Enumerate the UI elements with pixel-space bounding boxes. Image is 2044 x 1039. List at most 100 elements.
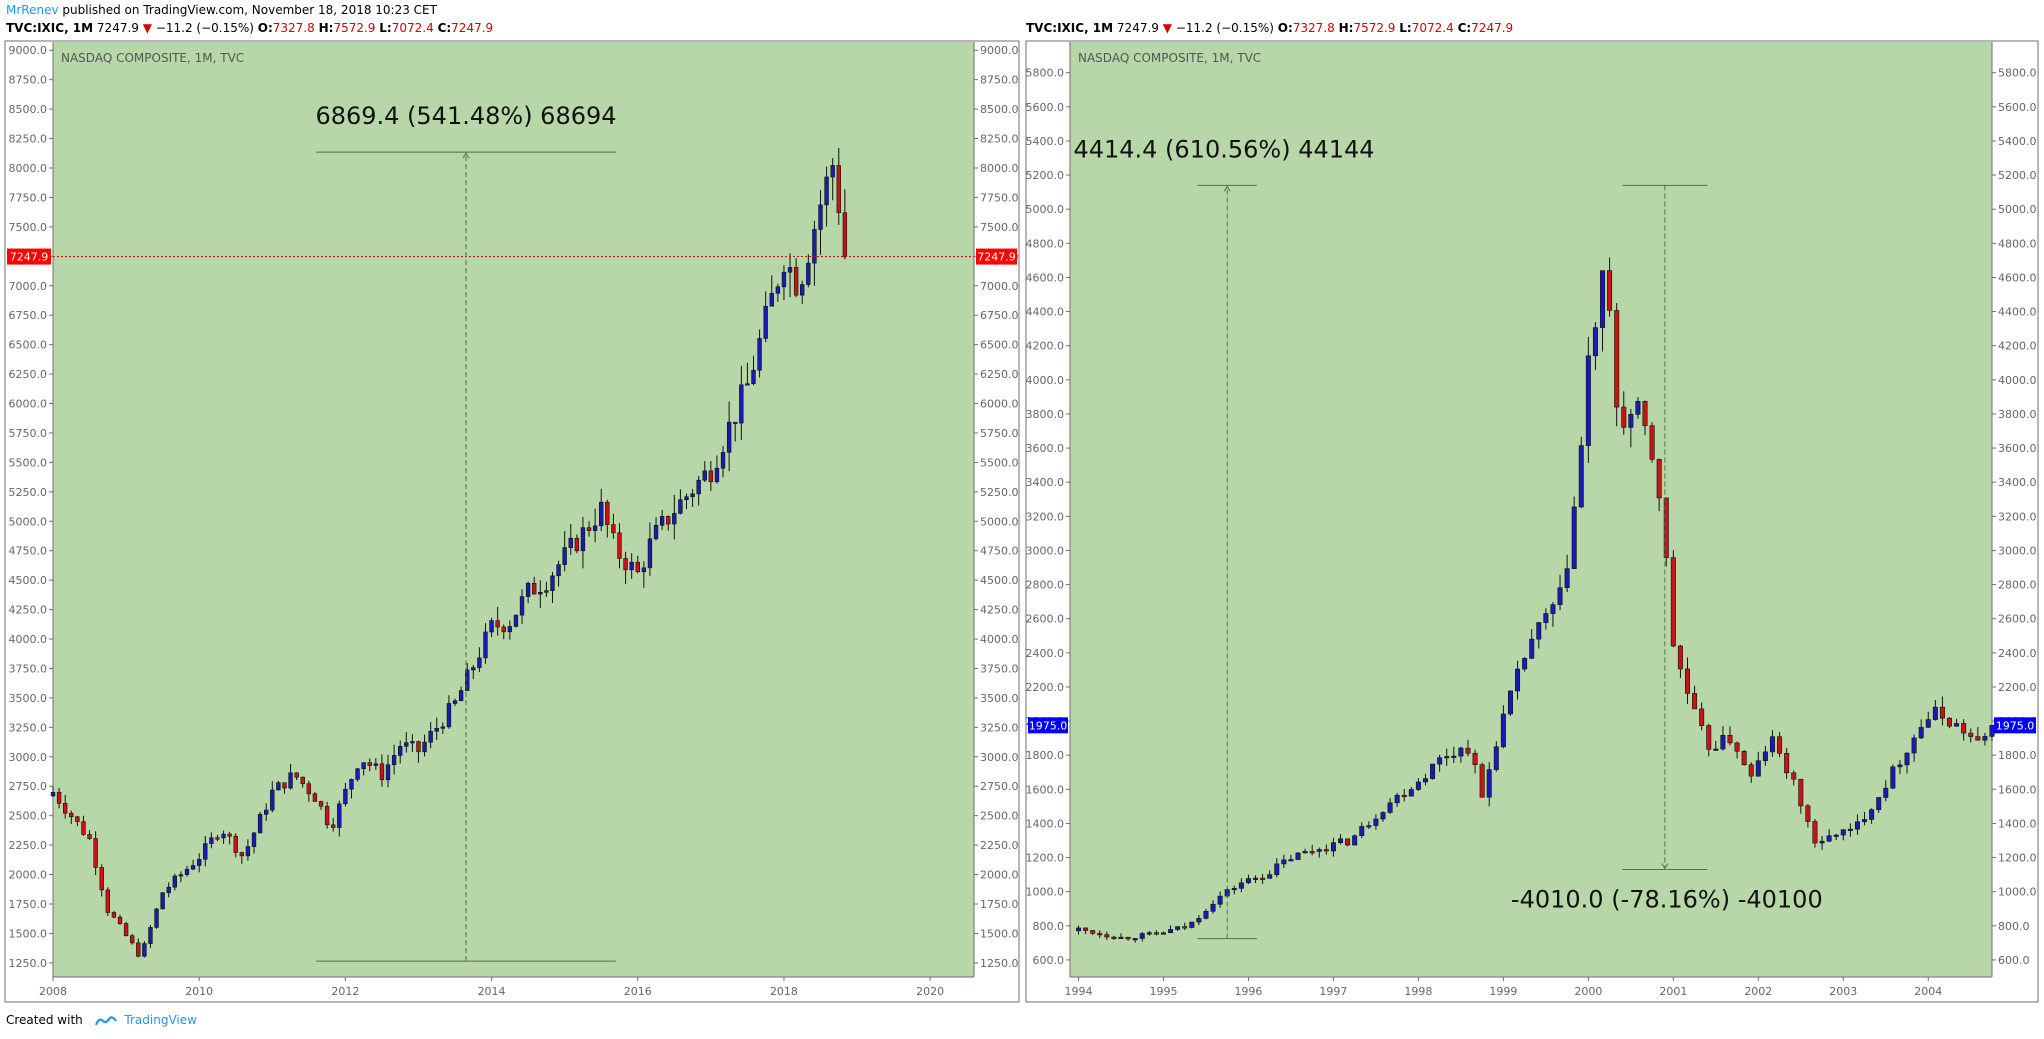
candle-up: [775, 286, 781, 294]
candle-up: [690, 493, 695, 498]
y-tick-label-right: 6750.0: [980, 309, 1019, 322]
candle-down: [1968, 732, 1974, 737]
candle-up: [1755, 760, 1761, 777]
candle-down: [574, 537, 580, 552]
y-tick-label-right: 7000.0: [980, 280, 1019, 293]
candle-up: [1507, 690, 1513, 715]
candle-down: [75, 816, 80, 822]
candle-up: [458, 690, 464, 702]
y-tick-label-right: 7500.0: [980, 221, 1019, 234]
candle-down: [793, 267, 799, 296]
last-price-label-right: 7247.9: [977, 251, 1016, 264]
y-tick-label-right: 1600.0: [1998, 783, 2037, 796]
y-tick-label-left: 2200.0: [1026, 681, 1065, 694]
candle-down: [1663, 497, 1669, 558]
candle-up: [355, 768, 360, 780]
candle-up: [477, 657, 482, 668]
candle-down: [136, 942, 141, 957]
candle-up: [556, 564, 561, 577]
candle-up: [452, 700, 458, 704]
y-tick-label-left: 4500.0: [9, 574, 48, 587]
candle-down: [1685, 668, 1690, 694]
legend-right: TVC:IXIC, 1M 7247.9 ▼ −11.2 (−0.15%) O:7…: [1026, 21, 1513, 35]
candle-up: [471, 667, 476, 671]
candle-up: [361, 762, 366, 770]
y-tick-label-left: 4400.0: [1026, 306, 1065, 319]
x-tick-label: 2010: [185, 985, 213, 998]
candle-down: [1401, 794, 1407, 798]
y-tick-label-right: 1750.0: [980, 898, 1019, 911]
candle-down: [416, 741, 421, 753]
candle-down: [617, 532, 622, 559]
low-label: L:: [1399, 21, 1412, 35]
candle-up: [190, 865, 196, 870]
candle-up: [812, 229, 817, 264]
candle-up: [1557, 587, 1563, 605]
candle-up: [166, 886, 171, 893]
candle-up: [1989, 725, 1995, 737]
candle-up: [702, 470, 707, 481]
measure-label: 4414.4 (610.56%) 44144: [1073, 135, 1374, 163]
y-tick-label-right: 2600.0: [1998, 613, 2037, 626]
candle-up: [787, 267, 793, 273]
measure-label: -4010.0 (-78.16%) -40100: [1511, 886, 1823, 914]
candle-down: [81, 821, 86, 835]
candle-down: [1939, 706, 1945, 719]
candle-up: [245, 846, 251, 857]
candle-down: [1614, 310, 1620, 408]
candle-up: [1430, 763, 1436, 779]
candle-down: [623, 558, 628, 571]
candle-up: [465, 669, 470, 691]
created-with-label: Created with: [6, 1013, 83, 1027]
y-tick-label-right: 3200.0: [1998, 510, 2037, 523]
y-tick-label-right: 1200.0: [1998, 852, 2037, 865]
y-tick-label-right: 3800.0: [1998, 408, 2037, 421]
candle-up: [1168, 929, 1174, 934]
candle-up: [1918, 727, 1924, 739]
candle-down: [324, 805, 330, 826]
y-tick-label-left: 3750.0: [9, 662, 48, 675]
candle-up: [1911, 737, 1917, 754]
y-tick-label-left: 5200.0: [1026, 169, 1065, 182]
candle-up: [1373, 818, 1379, 826]
candle-up: [1316, 849, 1322, 852]
candle-up: [1550, 604, 1556, 614]
candle-up: [1833, 834, 1839, 837]
y-tick-label-right: 4400.0: [1998, 306, 2037, 319]
tradingview-brand-link[interactable]: TradingView: [124, 1013, 197, 1027]
candle-up: [824, 176, 829, 206]
candle-up: [1904, 752, 1910, 766]
candle-up: [1231, 888, 1237, 891]
candle-up: [160, 892, 165, 910]
candle-up: [1592, 327, 1598, 357]
y-tick-label-left: 6750.0: [9, 309, 48, 322]
x-tick-label: 1995: [1149, 985, 1177, 998]
y-tick-label-left: 9000.0: [9, 44, 48, 57]
y-tick-label-left: 5750.0: [9, 427, 48, 440]
y-tick-label-right: 1250.0: [980, 957, 1019, 970]
candle-down: [99, 867, 104, 891]
candle-up: [769, 293, 774, 307]
x-tick-label: 2001: [1659, 985, 1687, 998]
y-tick-label-left: 7000.0: [9, 280, 48, 293]
author-link[interactable]: MrRenev: [6, 3, 59, 17]
open-label: O:: [257, 21, 273, 35]
y-tick-label-right: 6500.0: [980, 339, 1019, 352]
candle-up: [513, 614, 519, 627]
candle-down: [1748, 764, 1754, 777]
y-tick-label-right: 2750.0: [980, 780, 1019, 793]
candle-up: [1500, 713, 1506, 748]
y-tick-label-right: 3750.0: [980, 662, 1019, 675]
candle-down: [117, 916, 123, 924]
candle-up: [1132, 938, 1138, 941]
y-tick-label-left: 800.0: [1033, 920, 1065, 933]
candle-down: [69, 812, 74, 818]
y-tick-label-right: 5800.0: [1998, 67, 2037, 80]
candle-down: [501, 626, 506, 633]
candle-up: [385, 764, 391, 781]
y-tick-label-left: 4750.0: [9, 545, 48, 558]
chart-title: NASDAQ COMPOSITE, 1M, TVC: [61, 51, 244, 65]
candle-down: [1798, 778, 1804, 807]
candle-up: [1196, 918, 1202, 923]
